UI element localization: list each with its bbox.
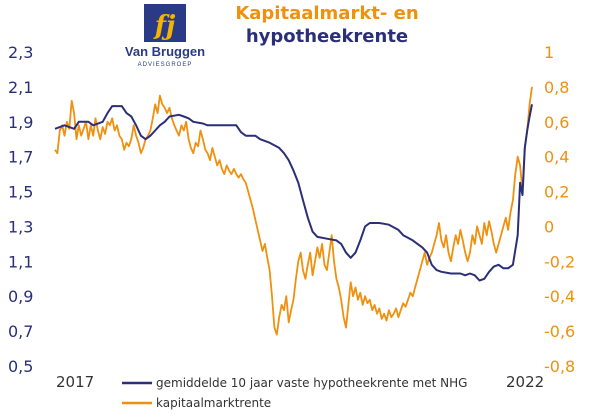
logo-company: Van Bruggen — [125, 44, 205, 59]
y-axis-right: 1 0,8 0,6 0,4 0,2 0 -0,2 -0,4 -0,6 -0,8 — [544, 43, 575, 376]
x-label-end: 2022 — [506, 373, 544, 391]
y-right-tick-label: 0 — [544, 217, 554, 236]
y-left-tick-label: 2,1 — [8, 78, 33, 97]
y-right-tick-label: -0,8 — [544, 357, 575, 376]
y-right-tick-label: 1 — [544, 43, 554, 62]
y-right-tick-label: -0,6 — [544, 322, 575, 341]
y-left-tick-label: 0,5 — [8, 357, 33, 376]
y-left-tick-label: 2,3 — [8, 43, 33, 62]
y-left-tick-label: 1,5 — [8, 183, 33, 202]
x-label-start: 2017 — [56, 373, 94, 391]
y-left-tick-label: 0,9 — [8, 287, 33, 306]
series-line-hypotheekrente — [54, 104, 533, 282]
chart-title: Kapitaalmarkt- en — [235, 3, 418, 24]
y-left-tick-label: 1,1 — [8, 252, 33, 271]
logo-tagline: ADVIESGROEP — [138, 62, 193, 68]
logo: fj Van Bruggen ADVIESGROEP — [125, 4, 205, 68]
y-left-tick-label: 0,7 — [8, 322, 33, 341]
y-right-tick-label: 0,2 — [544, 183, 569, 202]
y-left-tick-label: 1,3 — [8, 217, 33, 236]
y-right-tick-label: 0,4 — [544, 148, 569, 167]
y-left-tick-label: 1,9 — [8, 113, 33, 132]
series-line-kapitaalmarktrente — [54, 86, 533, 336]
legend-label-kapitaalmarktrente: kapitaalmarktrente — [156, 396, 271, 410]
y-right-tick-label: 0,6 — [544, 113, 569, 132]
y-right-tick-label: 0,8 — [544, 78, 569, 97]
y-axis-left: 2,3 2,1 1,9 1,7 1,5 1,3 1,1 0,9 0,7 0,5 — [8, 43, 33, 376]
y-left-tick-label: 1,7 — [8, 148, 33, 167]
legend-label-hypotheekrente: gemiddelde 10 jaar vaste hypotheekrente … — [156, 376, 467, 390]
legend: gemiddelde 10 jaar vaste hypotheekrente … — [122, 376, 467, 410]
logo-mark-icon — [144, 4, 186, 42]
logo-mark-glyph: fj — [153, 11, 176, 41]
series-lines — [54, 86, 533, 336]
y-right-tick-label: -0,2 — [544, 252, 575, 271]
y-right-tick-label: -0,4 — [544, 287, 575, 306]
chart-subtitle: hypotheekrente — [246, 26, 408, 47]
